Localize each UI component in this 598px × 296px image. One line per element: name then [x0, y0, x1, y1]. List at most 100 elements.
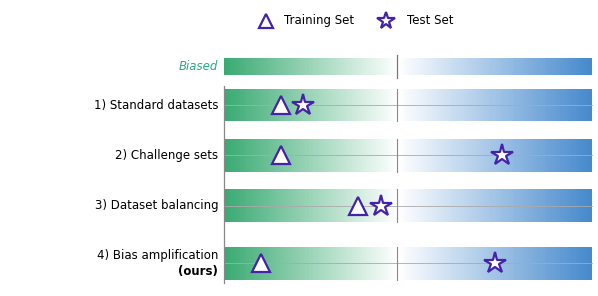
- Bar: [355, 58, 356, 75]
- Bar: [459, 139, 460, 172]
- Bar: [228, 247, 230, 280]
- Bar: [313, 247, 315, 280]
- Bar: [234, 247, 236, 280]
- Bar: [427, 247, 428, 280]
- Bar: [414, 247, 416, 280]
- Bar: [307, 139, 309, 172]
- Bar: [382, 247, 384, 280]
- Bar: [328, 247, 329, 280]
- Bar: [358, 139, 359, 172]
- Bar: [448, 89, 450, 121]
- Bar: [389, 247, 391, 280]
- Bar: [254, 58, 256, 75]
- Bar: [325, 89, 327, 121]
- Bar: [549, 89, 550, 121]
- Bar: [417, 247, 418, 280]
- Bar: [572, 58, 573, 75]
- Bar: [300, 58, 302, 75]
- Bar: [496, 139, 497, 172]
- Bar: [546, 189, 548, 222]
- Bar: [438, 139, 440, 172]
- Bar: [315, 89, 316, 121]
- Bar: [451, 89, 453, 121]
- Bar: [246, 189, 247, 222]
- Bar: [440, 139, 441, 172]
- Bar: [428, 189, 430, 222]
- Bar: [487, 89, 489, 121]
- Bar: [407, 189, 408, 222]
- Bar: [341, 139, 342, 172]
- Bar: [396, 189, 398, 222]
- Bar: [510, 247, 511, 280]
- Bar: [425, 58, 427, 75]
- Bar: [386, 58, 388, 75]
- Bar: [225, 139, 227, 172]
- Bar: [573, 89, 575, 121]
- Bar: [231, 247, 233, 280]
- Bar: [313, 139, 315, 172]
- Bar: [234, 89, 236, 121]
- Bar: [460, 139, 461, 172]
- Bar: [302, 189, 303, 222]
- Bar: [378, 189, 379, 222]
- Bar: [427, 89, 428, 121]
- Bar: [295, 58, 296, 75]
- Bar: [269, 89, 270, 121]
- Bar: [231, 89, 233, 121]
- Bar: [236, 89, 237, 121]
- Bar: [555, 139, 556, 172]
- Bar: [257, 247, 259, 280]
- Bar: [557, 247, 559, 280]
- Bar: [233, 89, 234, 121]
- Bar: [548, 89, 549, 121]
- Bar: [321, 139, 322, 172]
- Bar: [267, 139, 269, 172]
- Bar: [416, 89, 417, 121]
- Bar: [253, 139, 254, 172]
- Bar: [362, 189, 364, 222]
- Bar: [260, 89, 261, 121]
- Bar: [509, 247, 510, 280]
- Bar: [228, 89, 230, 121]
- Bar: [260, 247, 261, 280]
- Bar: [520, 58, 521, 75]
- Bar: [274, 189, 276, 222]
- Bar: [418, 139, 420, 172]
- Bar: [517, 139, 518, 172]
- Bar: [481, 89, 483, 121]
- Bar: [335, 139, 336, 172]
- Bar: [570, 139, 572, 172]
- Bar: [461, 139, 463, 172]
- Bar: [507, 247, 509, 280]
- Bar: [557, 58, 559, 75]
- Bar: [276, 247, 277, 280]
- Bar: [481, 189, 483, 222]
- Bar: [486, 139, 487, 172]
- Bar: [507, 189, 509, 222]
- Bar: [264, 247, 266, 280]
- Bar: [381, 139, 382, 172]
- Bar: [259, 89, 260, 121]
- Bar: [518, 189, 520, 222]
- Bar: [374, 58, 375, 75]
- Bar: [370, 89, 371, 121]
- Bar: [516, 139, 517, 172]
- Bar: [585, 89, 586, 121]
- Bar: [342, 247, 343, 280]
- Bar: [368, 58, 370, 75]
- Bar: [395, 58, 396, 75]
- Bar: [576, 139, 578, 172]
- Bar: [562, 189, 563, 222]
- Bar: [441, 139, 443, 172]
- Bar: [589, 58, 591, 75]
- Bar: [497, 247, 499, 280]
- Bar: [556, 247, 557, 280]
- Bar: [516, 89, 517, 121]
- Bar: [334, 189, 335, 222]
- Bar: [563, 89, 565, 121]
- Bar: [263, 89, 264, 121]
- Bar: [536, 189, 538, 222]
- Bar: [227, 139, 228, 172]
- Bar: [421, 89, 423, 121]
- Bar: [270, 58, 271, 75]
